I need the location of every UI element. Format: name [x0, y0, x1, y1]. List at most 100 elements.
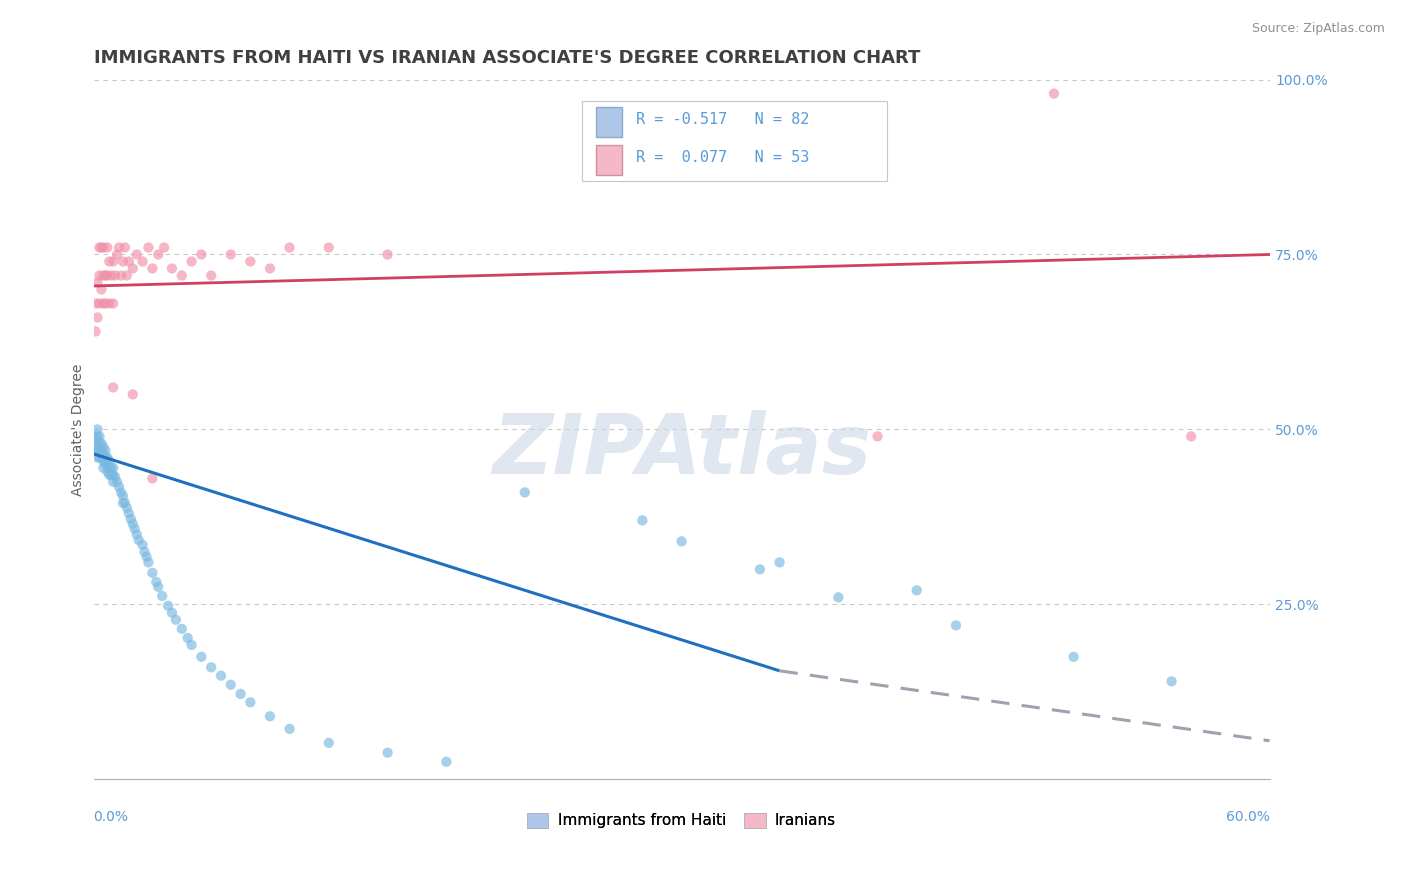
Point — [118, 507, 141, 521]
FancyBboxPatch shape — [582, 101, 887, 181]
Point — [86, 443, 108, 458]
Point — [170, 268, 193, 283]
Point — [86, 450, 108, 465]
Point — [434, 755, 457, 769]
Point — [90, 436, 112, 450]
Point — [153, 240, 176, 254]
Point — [105, 247, 128, 261]
Point — [98, 467, 121, 482]
Point — [110, 268, 132, 283]
Point — [259, 261, 281, 276]
Point — [98, 296, 121, 310]
Point — [86, 276, 108, 290]
Point — [148, 247, 170, 261]
Point — [89, 443, 111, 458]
Point — [200, 660, 222, 674]
Point — [219, 247, 242, 261]
Point — [89, 268, 111, 283]
Point — [125, 527, 148, 541]
Point — [190, 247, 212, 261]
Point — [115, 500, 138, 515]
Point — [866, 429, 889, 443]
Point — [121, 261, 143, 276]
Point — [98, 461, 121, 475]
Point — [278, 722, 301, 736]
Text: R = -0.517   N = 82: R = -0.517 N = 82 — [636, 112, 808, 127]
Point — [749, 562, 772, 576]
Point — [96, 450, 118, 465]
Point — [1043, 87, 1066, 101]
Text: R =  0.077   N = 53: R = 0.077 N = 53 — [636, 150, 808, 165]
Point — [121, 387, 143, 401]
Point — [513, 485, 536, 500]
Point — [105, 475, 128, 489]
Point — [377, 247, 399, 261]
Point — [104, 268, 127, 283]
Text: ZIPAtlas: ZIPAtlas — [492, 410, 872, 491]
Point — [111, 489, 134, 503]
Point — [176, 631, 198, 645]
Point — [108, 240, 131, 254]
Point — [115, 268, 138, 283]
Point — [100, 467, 122, 482]
Point — [89, 296, 111, 310]
Point — [93, 240, 115, 254]
Point — [259, 709, 281, 723]
Point — [1063, 649, 1085, 664]
Point — [134, 545, 156, 559]
Point — [131, 254, 153, 268]
Point — [96, 240, 118, 254]
Point — [135, 549, 157, 564]
Point — [945, 618, 967, 632]
Point — [118, 254, 141, 268]
Text: Source: ZipAtlas.com: Source: ZipAtlas.com — [1251, 22, 1385, 36]
Point — [111, 254, 134, 268]
Point — [114, 496, 136, 510]
Point — [827, 591, 849, 605]
Point — [90, 240, 112, 254]
Point — [96, 268, 118, 283]
Text: IMMIGRANTS FROM HAITI VS IRANIAN ASSOCIATE'S DEGREE CORRELATION CHART: IMMIGRANTS FROM HAITI VS IRANIAN ASSOCIA… — [94, 49, 920, 67]
Point — [93, 268, 115, 283]
Point — [1180, 429, 1202, 443]
Point — [200, 268, 222, 283]
Point — [128, 533, 150, 547]
Point — [100, 461, 122, 475]
Point — [239, 695, 262, 709]
Point — [101, 380, 124, 394]
Point — [219, 678, 242, 692]
Point — [160, 606, 183, 620]
Point — [138, 555, 160, 569]
Point — [108, 480, 131, 494]
Point — [100, 268, 122, 283]
Point — [90, 450, 112, 465]
Point — [768, 555, 790, 569]
Point — [318, 736, 340, 750]
Point — [190, 649, 212, 664]
Point — [104, 470, 127, 484]
Point — [98, 454, 121, 468]
Point — [94, 296, 117, 310]
Point — [94, 458, 117, 472]
Point — [93, 296, 115, 310]
Point — [89, 240, 111, 254]
Point — [138, 240, 160, 254]
Point — [131, 538, 153, 552]
Point — [89, 429, 111, 443]
Point — [93, 454, 115, 468]
Point — [89, 436, 111, 450]
Point — [96, 458, 118, 472]
Point — [148, 580, 170, 594]
FancyBboxPatch shape — [596, 145, 621, 175]
Point — [84, 325, 107, 339]
Point — [93, 461, 115, 475]
Point — [101, 467, 124, 482]
Point — [180, 254, 202, 268]
Point — [101, 461, 124, 475]
Point — [89, 450, 111, 465]
Point — [121, 516, 143, 531]
Point — [86, 422, 108, 436]
Point — [125, 247, 148, 261]
Point — [111, 496, 134, 510]
Point — [631, 513, 654, 527]
